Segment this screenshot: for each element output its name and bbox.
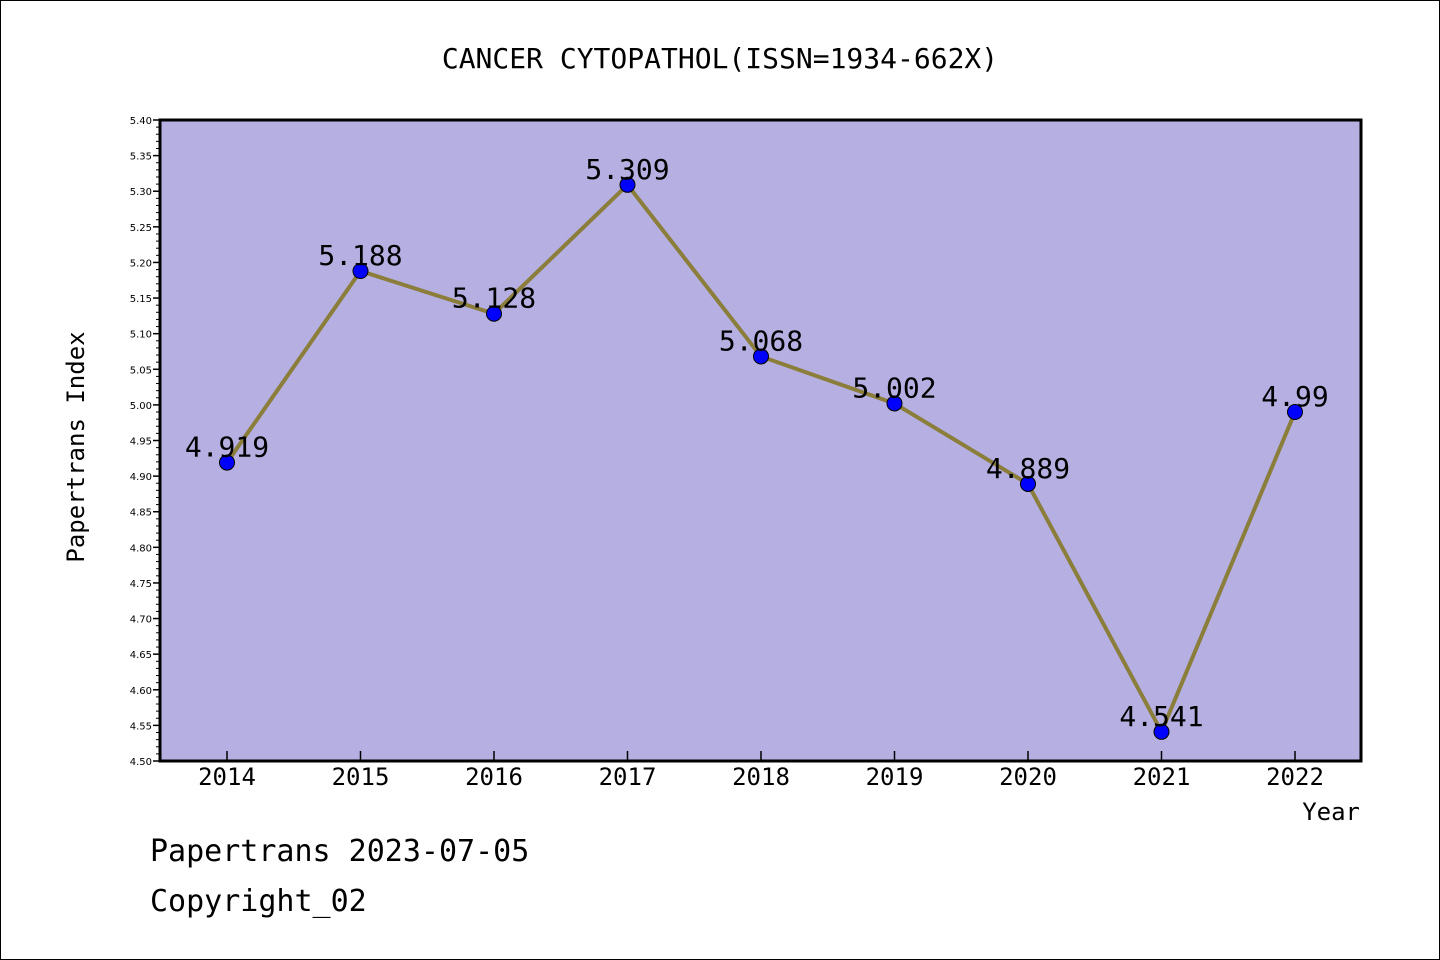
x-axis: 2014 2015 2016 2017 2018 2019 2020 2021 2022 — [198, 751, 1324, 791]
data-label: 5.128 — [452, 282, 536, 315]
data-point — [619, 176, 636, 193]
y-axis-label: Papertrans Index — [62, 331, 90, 562]
data-label: 4.99 — [1261, 380, 1328, 413]
data-point — [753, 348, 769, 365]
y-tick-label: 4.70 — [130, 615, 152, 626]
x-tick-label: 2022 — [1266, 763, 1324, 791]
y-tick-label: 5.40 — [130, 116, 152, 127]
data-label: 5.068 — [719, 324, 803, 357]
y-tick-label: 5.00 — [130, 401, 152, 412]
data-point — [1153, 723, 1170, 740]
data-point — [486, 305, 502, 322]
data-label: 4.919 — [185, 431, 269, 464]
data-label: 5.002 — [852, 371, 936, 404]
y-axis: 4.50 4.55 4.60 4.65 4.70 4.75 4.80 4.85 4.90 4.95… — [130, 116, 160, 768]
data-point — [352, 262, 369, 279]
x-tick-label: 2020 — [999, 763, 1057, 791]
x-tick-label: 2017 — [599, 763, 657, 791]
x-tick-label: 2019 — [866, 763, 924, 791]
x-axis-label: Year — [1302, 798, 1360, 826]
y-tick-label: 5.20 — [130, 258, 152, 269]
x-tick-label: 2015 — [332, 763, 390, 791]
y-tick-label: 4.75 — [130, 579, 152, 590]
x-tick-label: 2014 — [198, 763, 256, 791]
chart-title: CANCER CYTOPATHOL(ISSN=1934-662X) — [442, 42, 998, 75]
x-tick-label: 2018 — [732, 763, 790, 791]
series-layer: 4.919 5.188 5.128 5.309 5.068 5.002 4.889 4.541… — [185, 153, 1329, 740]
y-tick-label: 5.25 — [130, 223, 152, 234]
data-point — [1020, 475, 1036, 492]
y-tick-label: 4.65 — [130, 650, 152, 661]
x-tick-label: 2021 — [1133, 763, 1191, 791]
data-point — [219, 454, 235, 471]
y-tick-label: 4.50 — [130, 757, 152, 768]
y-tick-label: 5.15 — [130, 294, 152, 305]
data-label: 4.889 — [986, 452, 1070, 485]
y-tick-label: 5.35 — [130, 152, 152, 163]
data-point — [1287, 404, 1303, 421]
footer-copyright-text: Copyright_02 — [150, 884, 367, 919]
y-tick-label: 4.55 — [130, 721, 152, 732]
y-tick-label: 4.60 — [130, 686, 152, 697]
y-tick-label: 5.10 — [130, 330, 152, 341]
y-tick-label: 5.05 — [130, 365, 152, 376]
data-label: 4.541 — [1119, 700, 1203, 733]
data-point — [886, 395, 903, 412]
data-label: 5.188 — [318, 239, 402, 272]
footer-date-text: Papertrans 2023-07-05 — [150, 834, 530, 869]
data-label: 5.309 — [585, 153, 669, 186]
y-tick-label: 4.95 — [130, 437, 152, 448]
y-tick-label: 4.90 — [130, 472, 152, 483]
y-tick-label: 4.80 — [130, 543, 152, 554]
x-tick-label: 2016 — [465, 763, 523, 791]
plot-area — [158, 118, 1363, 763]
y-tick-label: 4.85 — [130, 508, 152, 519]
y-tick-label: 5.30 — [130, 187, 152, 198]
